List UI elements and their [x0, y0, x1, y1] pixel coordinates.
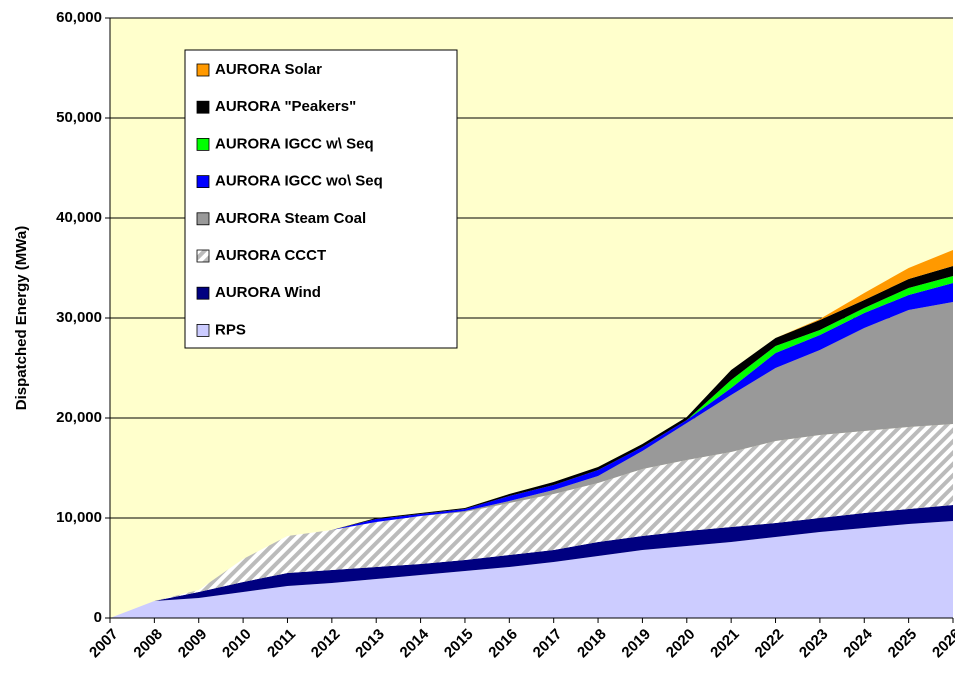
y-tick-label: 40,000: [56, 209, 102, 226]
y-tick-label: 50,000: [56, 109, 102, 126]
x-tick-label: 2025: [885, 626, 921, 662]
x-tick-label: 2020: [663, 626, 699, 662]
legend-swatch: [196, 212, 210, 226]
legend-swatch: [196, 137, 210, 151]
x-tick-label: 2022: [752, 626, 788, 662]
area: [110, 276, 953, 618]
legend-label: AURORA Steam Coal: [215, 210, 366, 227]
area: [110, 505, 953, 618]
x-tick-label: 2011: [264, 626, 299, 661]
legend-label: RPS: [215, 321, 246, 338]
legend-box: [184, 49, 458, 349]
legend-swatch: [196, 286, 210, 300]
x-tick-label: 2021: [707, 626, 743, 662]
legend-label: AURORA CCCT: [215, 247, 326, 264]
x-tick-label: 2017: [530, 626, 566, 662]
x-tick-label: 2015: [441, 626, 477, 662]
x-tick-label: 2012: [308, 626, 344, 662]
area: [110, 266, 953, 618]
x-tick-label: 2014: [397, 625, 433, 661]
y-tick-label: 20,000: [56, 409, 102, 426]
area: [110, 521, 953, 618]
legend-label: AURORA IGCC wo\ Seq: [215, 173, 383, 190]
y-tick-label: 30,000: [56, 309, 102, 326]
legend-label: AURORA IGCC w\ Seq: [215, 135, 374, 152]
y-tick-label: 60,000: [56, 9, 102, 26]
x-tick-label: 2023: [796, 626, 832, 662]
x-tick-label: 2013: [352, 626, 388, 662]
legend-swatch: [196, 323, 210, 337]
x-tick-label: 2019: [618, 626, 654, 662]
x-tick-label: 2026: [929, 626, 955, 662]
legend-swatch: [196, 63, 210, 77]
legend-label: AURORA Solar: [215, 61, 322, 78]
legend-label: AURORA Wind: [215, 284, 321, 301]
x-tick-label: 2010: [219, 626, 255, 662]
x-tick-label: 2016: [485, 626, 521, 662]
x-tick-label: 2024: [840, 625, 876, 661]
y-axis-label: Dispatched Energy (MWa): [13, 226, 30, 410]
area: [110, 424, 953, 618]
x-tick-label: 2009: [175, 626, 211, 662]
x-tick-label: 2018: [574, 626, 610, 662]
legend-label: AURORA "Peakers": [215, 98, 356, 115]
x-tick-label: 2007: [86, 626, 122, 662]
y-tick-label: 0: [94, 609, 102, 626]
area: [110, 283, 953, 618]
x-tick-label: 2008: [130, 626, 166, 662]
legend-swatch: [196, 175, 210, 189]
area: [110, 302, 953, 618]
legend-swatch: [196, 100, 210, 114]
y-tick-label: 10,000: [56, 509, 102, 526]
legend-swatch: [196, 249, 210, 263]
